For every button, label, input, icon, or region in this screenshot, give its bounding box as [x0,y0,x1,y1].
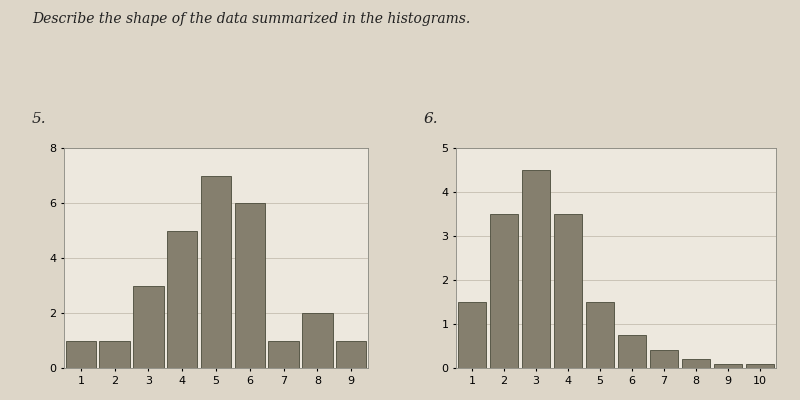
Bar [66,340,96,368]
Bar [336,340,366,368]
Bar [458,302,486,368]
Bar [99,340,130,368]
Bar [650,350,678,368]
Bar [618,335,646,368]
Bar [167,230,198,368]
Bar [554,214,582,368]
Bar [714,364,742,368]
Bar [268,340,298,368]
Bar [522,170,550,368]
Bar [746,364,774,368]
Bar [134,286,164,368]
Bar [302,313,333,368]
Text: Describe the shape of the data summarized in the histograms.: Describe the shape of the data summarize… [32,12,470,26]
Text: 6.: 6. [424,112,438,126]
Bar [490,214,518,368]
Bar [234,203,265,368]
Bar [201,176,231,368]
Text: 5.: 5. [32,112,46,126]
Bar [682,359,710,368]
Bar [586,302,614,368]
